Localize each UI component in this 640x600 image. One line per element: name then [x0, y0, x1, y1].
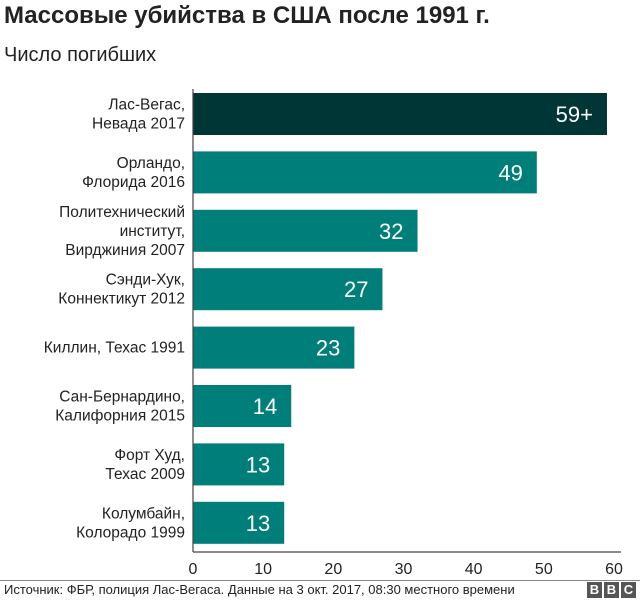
category-label: Колорадо 1999 — [76, 524, 185, 541]
category-label: Флорида 2016 — [82, 174, 185, 191]
category-label: Форт Худ, — [114, 447, 185, 464]
category-label: Орландо, — [117, 155, 185, 172]
category-label: Калифорния 2015 — [55, 408, 185, 425]
data-label: 49 — [498, 160, 522, 185]
category-label: Коннектикут 2012 — [58, 291, 185, 308]
x-tick-label: 10 — [254, 561, 272, 578]
category-label: Сан-Бернардино, — [59, 389, 185, 406]
bar — [193, 443, 285, 486]
category-label: Киллин, Техас 1991 — [44, 340, 185, 357]
data-label: 14 — [253, 394, 277, 419]
bar — [193, 209, 418, 252]
logo-letter: B — [604, 582, 619, 598]
category-label: Техас 2009 — [105, 466, 185, 483]
category-label: институт, — [120, 223, 185, 240]
chart-subtitle: Число погибших — [4, 44, 157, 66]
bar — [193, 326, 355, 369]
data-label: 13 — [246, 452, 270, 477]
category-label: Сэнди-Хук, — [106, 272, 185, 289]
bar — [193, 501, 285, 544]
category-label: Колумбайн, — [102, 505, 185, 522]
category-label: Политехнический — [59, 204, 185, 221]
bar — [193, 151, 537, 194]
logo-letter: C — [621, 582, 636, 598]
x-tick-label: 20 — [324, 561, 342, 578]
data-label: 59+ — [556, 102, 593, 127]
bar — [193, 385, 292, 427]
category-label: Лас-Вегас, — [108, 97, 185, 114]
bbc-logo: B B C — [587, 582, 636, 598]
data-label: 27 — [344, 277, 368, 302]
x-tick-label: 40 — [465, 561, 483, 578]
bar — [193, 268, 383, 311]
logo-letter: B — [587, 582, 602, 598]
x-tick-label: 50 — [535, 561, 553, 578]
category-label: Вирджиния 2007 — [65, 242, 185, 259]
x-tick-label: 60 — [605, 561, 623, 578]
data-label: 23 — [316, 336, 340, 361]
x-tick-label: 30 — [395, 561, 413, 578]
data-label: 13 — [246, 511, 270, 536]
bar — [193, 93, 607, 135]
x-tick-label: 0 — [189, 561, 198, 578]
category-label: Невада 2017 — [92, 116, 185, 133]
source-note: Источник: ФБР, полиция Лас-Вегаса. Данны… — [4, 582, 515, 597]
data-label: 32 — [379, 219, 403, 244]
footer-divider — [0, 580, 640, 581]
chart-title: Массовые убийства в США после 1991 г. — [4, 2, 490, 29]
